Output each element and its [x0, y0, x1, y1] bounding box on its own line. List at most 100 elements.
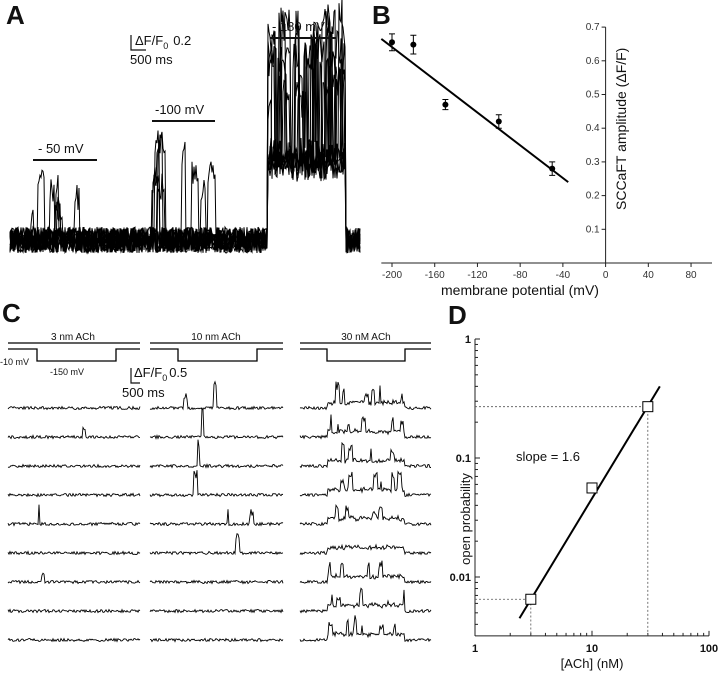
- fluorescence-trace: [149, 533, 284, 556]
- fluorescence-trace: [149, 439, 284, 469]
- c-column-label-10nm: 10 nm ACh: [191, 332, 240, 343]
- c-scale-x-label: 500 ms: [122, 385, 165, 400]
- y-tick-label: 0.2: [586, 191, 600, 202]
- c-column-label-30nm: 30 nM ACh: [341, 332, 390, 343]
- b-ylabel: SCCaFT amplitude (ΔF/F): [613, 48, 629, 210]
- scale-y-value: 0.2: [173, 33, 191, 48]
- panel-a-scale-bar: ΔF/F0 0.2 500 ms: [130, 33, 191, 67]
- fluorescence-trace: [149, 509, 284, 527]
- data-point: [495, 118, 502, 125]
- panel-b-chart: -200 -160 -120 -80 -40 0 40 80 0.1 0.2 0.3 0.4 0.5 0.…: [380, 22, 712, 281]
- fluorescence-trace: [149, 637, 284, 643]
- y-tick-label: 0.01: [450, 572, 471, 584]
- fluorescence-trace: [7, 405, 141, 411]
- data-point: [525, 593, 537, 605]
- panel-label-c: C: [2, 298, 21, 328]
- fluorescence-trace: [7, 426, 141, 440]
- fluorescence-trace: [299, 543, 432, 556]
- scale-x-label: 500 ms: [130, 52, 173, 67]
- fluorescence-trace: [299, 441, 431, 469]
- fluorescence-trace: [7, 492, 141, 498]
- voltage-protocol: [8, 348, 140, 362]
- fit-line: [380, 38, 569, 183]
- condition-180mv: - 180 mV: [270, 19, 336, 39]
- fluorescence-trace: [9, 7, 361, 254]
- fluorescence-trace: [149, 380, 284, 411]
- c-scale-y-label: ΔF/F: [134, 365, 162, 380]
- scale-y-sub: 0: [163, 41, 168, 51]
- d-slope-annotation: slope = 1.6: [516, 449, 580, 464]
- fluorescence-trace: [299, 503, 432, 527]
- scale-y-label: ΔF/F: [135, 33, 163, 48]
- fluorescence-trace: [7, 608, 141, 614]
- x-tick-label: -80: [513, 270, 528, 281]
- d-xlabel: [ACh] (nM): [561, 656, 624, 671]
- y-tick-label: 0.1: [456, 453, 471, 465]
- panel-label-a: A: [6, 0, 25, 30]
- data-point: [442, 101, 449, 108]
- fluorescence-trace: [7, 572, 141, 585]
- guide-line: [475, 598, 532, 636]
- x-tick-label: -120: [467, 270, 487, 281]
- voltage-protocol: [300, 348, 431, 362]
- x-tick-label: 10: [586, 643, 598, 655]
- step-potential-label: -150 mV: [50, 367, 84, 377]
- data-point: [410, 41, 417, 48]
- holding-potential-label: -10 mV: [0, 357, 29, 367]
- fit-line: [518, 385, 661, 619]
- guide-line: [475, 406, 649, 636]
- x-tick-label: -200: [382, 270, 402, 281]
- fluorescence-trace: [299, 414, 432, 440]
- b-xlabel: membrane potential (mV): [441, 282, 599, 298]
- c-column-label-3nm: 3 nm ACh: [51, 332, 95, 343]
- x-tick-label: 80: [685, 270, 697, 281]
- d-ylabel: open probability: [458, 473, 473, 565]
- fluorescence-trace: [299, 560, 432, 585]
- condition-label: - 50 mV: [38, 141, 84, 156]
- panel-c-traces: [7, 342, 432, 643]
- y-tick-label: 0.7: [586, 22, 600, 33]
- fluorescence-trace: [7, 550, 141, 556]
- condition-label: -100 mV: [155, 102, 204, 117]
- panel-c-scale-bar: ΔF/F0 0.5 500 ms: [122, 365, 187, 400]
- voltage-protocol: [150, 348, 283, 362]
- fluorescence-trace: [9, 0, 361, 254]
- fluorescence-trace: [299, 381, 432, 411]
- svg-text:ΔF/F00.2: ΔF/F0 0.2: [135, 33, 191, 51]
- condition-50mv: - 50 mV: [33, 141, 97, 161]
- fluorescence-trace: [7, 504, 141, 527]
- x-tick-label: 100: [700, 643, 718, 655]
- condition-100mv: -100 mV: [152, 102, 215, 122]
- fluorescence-trace: [149, 579, 284, 585]
- panel-a-traces: [9, 0, 361, 255]
- c-scale-y-value: 0.5: [169, 365, 187, 380]
- y-tick-label: 0.5: [586, 90, 600, 101]
- fluorescence-trace: [149, 608, 284, 614]
- fluorescence-trace: [149, 470, 284, 498]
- data-point: [549, 165, 556, 172]
- fluorescence-trace: [299, 587, 432, 614]
- y-tick-label: 0.6: [586, 56, 600, 67]
- panel-label-b: B: [372, 0, 391, 30]
- fluorescence-trace: [149, 406, 284, 440]
- x-tick-label: 1: [472, 643, 478, 655]
- condition-label: - 180 mV: [272, 19, 325, 34]
- fluorescence-trace: [299, 470, 432, 498]
- c-scale-y-sub: 0: [162, 373, 167, 383]
- data-point: [642, 401, 654, 413]
- x-tick-label: -40: [556, 270, 571, 281]
- y-tick-label: 0.4: [586, 123, 600, 134]
- y-tick-label: 1: [465, 334, 471, 346]
- x-tick-label: 0: [603, 270, 609, 281]
- data-point: [586, 482, 598, 494]
- y-tick-label: 0.1: [586, 224, 600, 235]
- data-point: [389, 39, 395, 46]
- fluorescence-trace: [7, 463, 141, 469]
- panel-label-d: D: [448, 300, 467, 330]
- fluorescence-trace: [7, 637, 141, 643]
- svg-text:ΔF/F00.5: ΔF/F0 0.5: [134, 365, 187, 383]
- y-tick-label: 0.3: [586, 157, 600, 168]
- x-tick-label: 40: [643, 270, 655, 281]
- fluorescence-trace: [299, 615, 432, 643]
